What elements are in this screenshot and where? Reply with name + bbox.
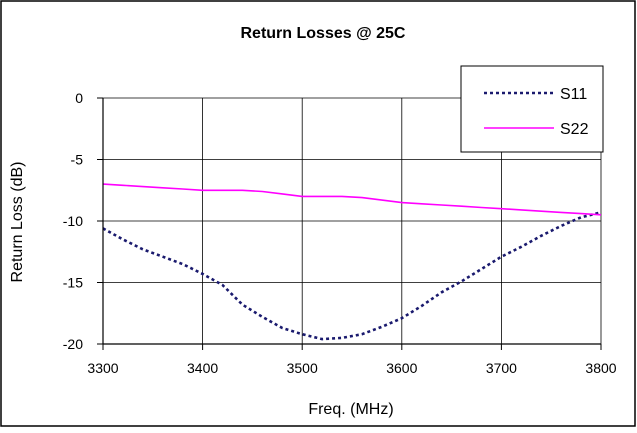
series-layer (102, 183, 602, 341)
legend: S11 S22 (460, 65, 604, 153)
legend-box (460, 65, 604, 153)
x-tick-label: 3400 (187, 360, 218, 376)
x-tick-label: 3300 (87, 360, 118, 376)
legend-label-s11: S11 (560, 86, 587, 103)
series-line-s11 (102, 211, 602, 341)
x-tick-label: 3700 (486, 360, 517, 376)
x-tick-label: 3600 (386, 360, 417, 376)
y-tick-label: 0 (75, 90, 83, 106)
y-tick-label: -15 (63, 275, 83, 291)
x-tick-label: 3500 (287, 360, 318, 376)
series-line-s22 (102, 183, 602, 216)
tick-layer: 3300 3400 3500 3600 3700 3800 0 -5 -10 -15 -20 (63, 90, 617, 376)
x-axis-label: Freq. (MHz) (308, 401, 393, 418)
y-tick-label: -20 (63, 336, 83, 352)
legend-label-s22: S22 (560, 121, 589, 138)
y-tick-label: -10 (63, 213, 83, 229)
chart-title: Return Losses @ 25C (241, 25, 406, 42)
legend-items: S11 S22 (484, 86, 589, 138)
y-tick-label: -5 (71, 152, 84, 168)
x-tick-label: 3800 (585, 360, 616, 376)
y-axis-label: Return Loss (dB) (9, 162, 26, 283)
